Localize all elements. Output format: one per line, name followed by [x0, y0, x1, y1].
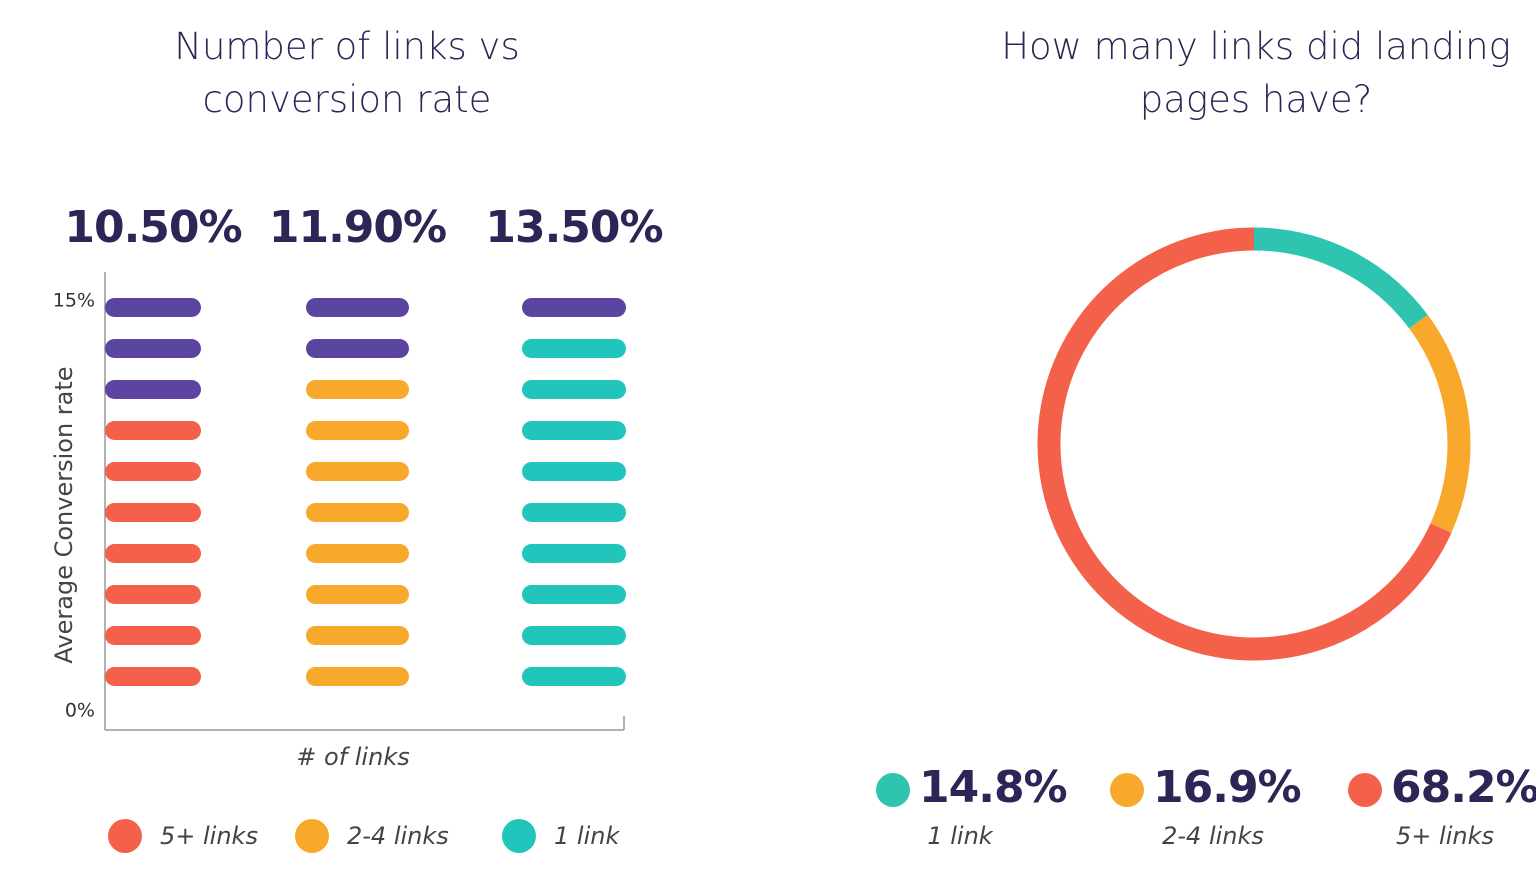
- pill: [105, 585, 201, 604]
- pill: [306, 585, 409, 604]
- pill: [306, 462, 409, 481]
- chart-title: Number of links vs conversion rate: [174, 25, 520, 121]
- pill: [105, 421, 201, 440]
- pill-column: [306, 298, 409, 686]
- y-tick-label: 0%: [65, 700, 95, 722]
- chart-title: How many links did landing pages have?: [1001, 25, 1511, 121]
- legend-swatch: [1110, 773, 1144, 807]
- pill: [105, 503, 201, 522]
- legend-swatch: [295, 819, 329, 853]
- value-label: 68.2%: [1391, 762, 1536, 813]
- value-label: 10.50%: [64, 202, 241, 253]
- pill: [522, 421, 626, 440]
- pill: [522, 380, 626, 399]
- legend-label: 2-4 links: [347, 822, 449, 850]
- legend-label: 5+ links: [160, 822, 258, 850]
- pill: [306, 339, 409, 358]
- legend-label: 1 link: [927, 822, 993, 850]
- pill: [522, 585, 626, 604]
- value-label: 11.90%: [269, 202, 446, 253]
- pill: [522, 544, 626, 563]
- pill: [105, 626, 201, 645]
- legend-swatch: [502, 819, 536, 853]
- pill-column: [522, 298, 626, 686]
- legend-swatch: [1348, 773, 1382, 807]
- pill: [306, 544, 409, 563]
- pill: [522, 298, 626, 317]
- pill: [522, 503, 626, 522]
- pill: [522, 462, 626, 481]
- pill: [105, 339, 201, 358]
- pill: [105, 462, 201, 481]
- legend-label: 5+ links: [1396, 822, 1494, 850]
- pill: [306, 380, 409, 399]
- pill: [306, 298, 409, 317]
- legend-label: 1 link: [554, 822, 620, 850]
- legend-label: 2-4 links: [1162, 822, 1264, 850]
- value-label: 16.9%: [1153, 762, 1301, 813]
- pill: [105, 544, 201, 563]
- value-label: 14.8%: [919, 762, 1067, 813]
- pill: [306, 667, 409, 686]
- pill-column: [105, 298, 201, 686]
- donut-segment: [1037, 227, 1452, 661]
- donut-title-box: How many links did landing pages have?: [1001, 25, 1511, 121]
- donut-segment: [1409, 314, 1471, 533]
- bar-title-box: Number of links vs conversion rate: [174, 25, 520, 121]
- y-tick-label: 15%: [53, 290, 95, 312]
- pill: [105, 667, 201, 686]
- pill: [522, 339, 626, 358]
- pill: [306, 626, 409, 645]
- y-tick: 0%: [65, 700, 95, 722]
- pill: [105, 298, 201, 317]
- y-axis-label: Average Conversion rate: [50, 366, 78, 663]
- legend-swatch: [108, 819, 142, 853]
- donut-segment: [1253, 227, 1428, 329]
- y-tick: 15%: [53, 290, 95, 312]
- pill: [522, 667, 626, 686]
- legend-swatch: [876, 773, 910, 807]
- pill: [306, 503, 409, 522]
- pill: [105, 380, 201, 399]
- pill: [522, 626, 626, 645]
- x-axis-label: # of links: [296, 743, 409, 771]
- pill: [306, 421, 409, 440]
- value-label: 13.50%: [485, 202, 662, 253]
